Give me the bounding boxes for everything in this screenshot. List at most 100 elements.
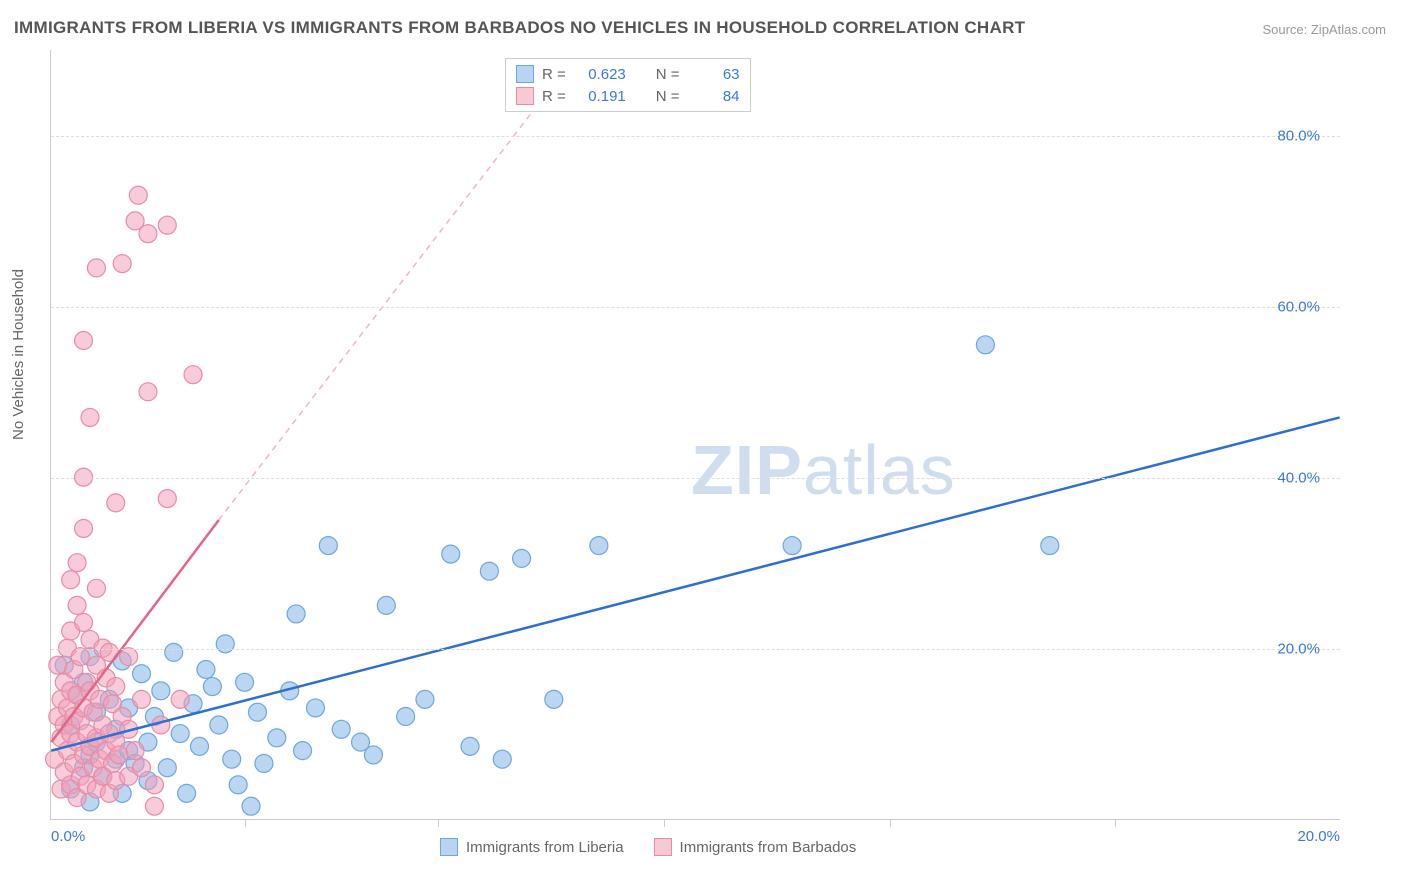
scatter-point xyxy=(223,750,241,768)
x-tick-mark xyxy=(664,819,665,827)
y-tick-label: 20.0% xyxy=(1277,640,1320,657)
scatter-point xyxy=(107,678,125,696)
scatter-point xyxy=(976,336,994,354)
scatter-point xyxy=(49,656,67,674)
scatter-point xyxy=(152,682,170,700)
scatter-point xyxy=(545,690,563,708)
y-tick-label: 60.0% xyxy=(1277,298,1320,315)
scatter-point xyxy=(75,332,93,350)
source-attribution: Source: ZipAtlas.com xyxy=(1262,22,1386,37)
bottom-legend: Immigrants from Liberia Immigrants from B… xyxy=(440,838,856,856)
scatter-point xyxy=(319,537,337,555)
chart-plot-area: ZIPatlas R =0.623N =63R =0.191N =84 20.0… xyxy=(50,50,1340,820)
x-tick-label-min: 0.0% xyxy=(51,828,85,845)
scatter-point xyxy=(68,554,86,572)
x-tick-mark xyxy=(438,819,439,827)
x-tick-mark xyxy=(245,819,246,827)
scatter-point xyxy=(71,648,89,666)
scatter-point xyxy=(110,746,128,764)
scatter-point xyxy=(75,613,93,631)
stat-r-label: R = xyxy=(542,88,566,105)
scatter-point xyxy=(87,259,105,277)
scatter-point xyxy=(87,579,105,597)
scatter-point xyxy=(377,596,395,614)
scatter-point xyxy=(165,643,183,661)
scatter-point xyxy=(171,725,189,743)
scatter-point xyxy=(287,605,305,623)
scatter-point xyxy=(480,562,498,580)
scatter-point xyxy=(158,490,176,508)
stat-legend-box: R = 0.623 N = 63 R = 0.191 N = 84 xyxy=(505,58,751,112)
scatter-point xyxy=(178,784,196,802)
scatter-point xyxy=(236,673,254,691)
scatter-point xyxy=(197,660,215,678)
legend-label: Immigrants from Barbados xyxy=(680,839,857,856)
scatter-point xyxy=(171,690,189,708)
scatter-point xyxy=(68,596,86,614)
scatter-point xyxy=(416,690,434,708)
scatter-point xyxy=(229,776,247,794)
scatter-point xyxy=(268,729,286,747)
stat-r-value: 0.191 xyxy=(574,88,626,105)
legend-swatch xyxy=(516,87,534,105)
x-tick-mark xyxy=(890,819,891,827)
scatter-point xyxy=(184,366,202,384)
scatter-point xyxy=(120,648,138,666)
scatter-point xyxy=(203,678,221,696)
scatter-point xyxy=(133,759,151,777)
gridline-horizontal xyxy=(51,649,1340,650)
scatter-point xyxy=(145,776,163,794)
scatter-point xyxy=(139,383,157,401)
stat-r-value: 0.623 xyxy=(574,66,626,83)
y-tick-label: 40.0% xyxy=(1277,469,1320,486)
scatter-point xyxy=(397,707,415,725)
stat-n-label: N = xyxy=(656,66,680,83)
y-axis-label: No Vehicles in Household xyxy=(10,269,27,440)
scatter-point xyxy=(493,750,511,768)
stat-n-label: N = xyxy=(656,88,680,105)
scatter-point xyxy=(306,699,324,717)
gridline-horizontal xyxy=(51,478,1340,479)
scatter-point xyxy=(139,225,157,243)
gridline-horizontal xyxy=(51,307,1340,308)
scatter-point xyxy=(332,720,350,738)
scatter-point xyxy=(191,737,209,755)
stat-legend-row: R = 0.623 N = 63 xyxy=(516,63,740,85)
legend-swatch xyxy=(654,838,672,856)
scatter-point xyxy=(158,216,176,234)
scatter-point xyxy=(81,408,99,426)
scatter-point xyxy=(62,571,80,589)
scatter-point xyxy=(783,537,801,555)
scatter-point xyxy=(107,494,125,512)
legend-swatch xyxy=(440,838,458,856)
scatter-point xyxy=(364,746,382,764)
scatter-point xyxy=(126,742,144,760)
scatter-point xyxy=(242,797,260,815)
scatter-point xyxy=(158,759,176,777)
legend-label: Immigrants from Liberia xyxy=(466,839,624,856)
scatter-point xyxy=(145,797,163,815)
scatter-point xyxy=(1041,537,1059,555)
x-tick-label-max: 20.0% xyxy=(1297,828,1340,845)
scatter-point xyxy=(133,690,151,708)
bottom-legend-item: Immigrants from Liberia xyxy=(440,838,624,856)
stat-r-label: R = xyxy=(542,66,566,83)
scatter-point xyxy=(216,635,234,653)
scatter-point xyxy=(294,742,312,760)
scatter-point xyxy=(113,255,131,273)
stat-n-value: 63 xyxy=(688,66,740,83)
x-tick-mark xyxy=(1115,819,1116,827)
y-tick-label: 80.0% xyxy=(1277,127,1320,144)
trend-line xyxy=(51,417,1339,750)
chart-title: IMMIGRANTS FROM LIBERIA VS IMMIGRANTS FR… xyxy=(14,18,1025,38)
scatter-point xyxy=(129,186,147,204)
scatter-point xyxy=(461,737,479,755)
scatter-point xyxy=(210,716,228,734)
scatter-point xyxy=(513,549,531,567)
scatter-point xyxy=(133,665,151,683)
scatter-point xyxy=(75,520,93,538)
scatter-point xyxy=(248,703,266,721)
legend-swatch xyxy=(516,65,534,83)
stat-n-value: 84 xyxy=(688,88,740,105)
bottom-legend-item: Immigrants from Barbados xyxy=(654,838,857,856)
